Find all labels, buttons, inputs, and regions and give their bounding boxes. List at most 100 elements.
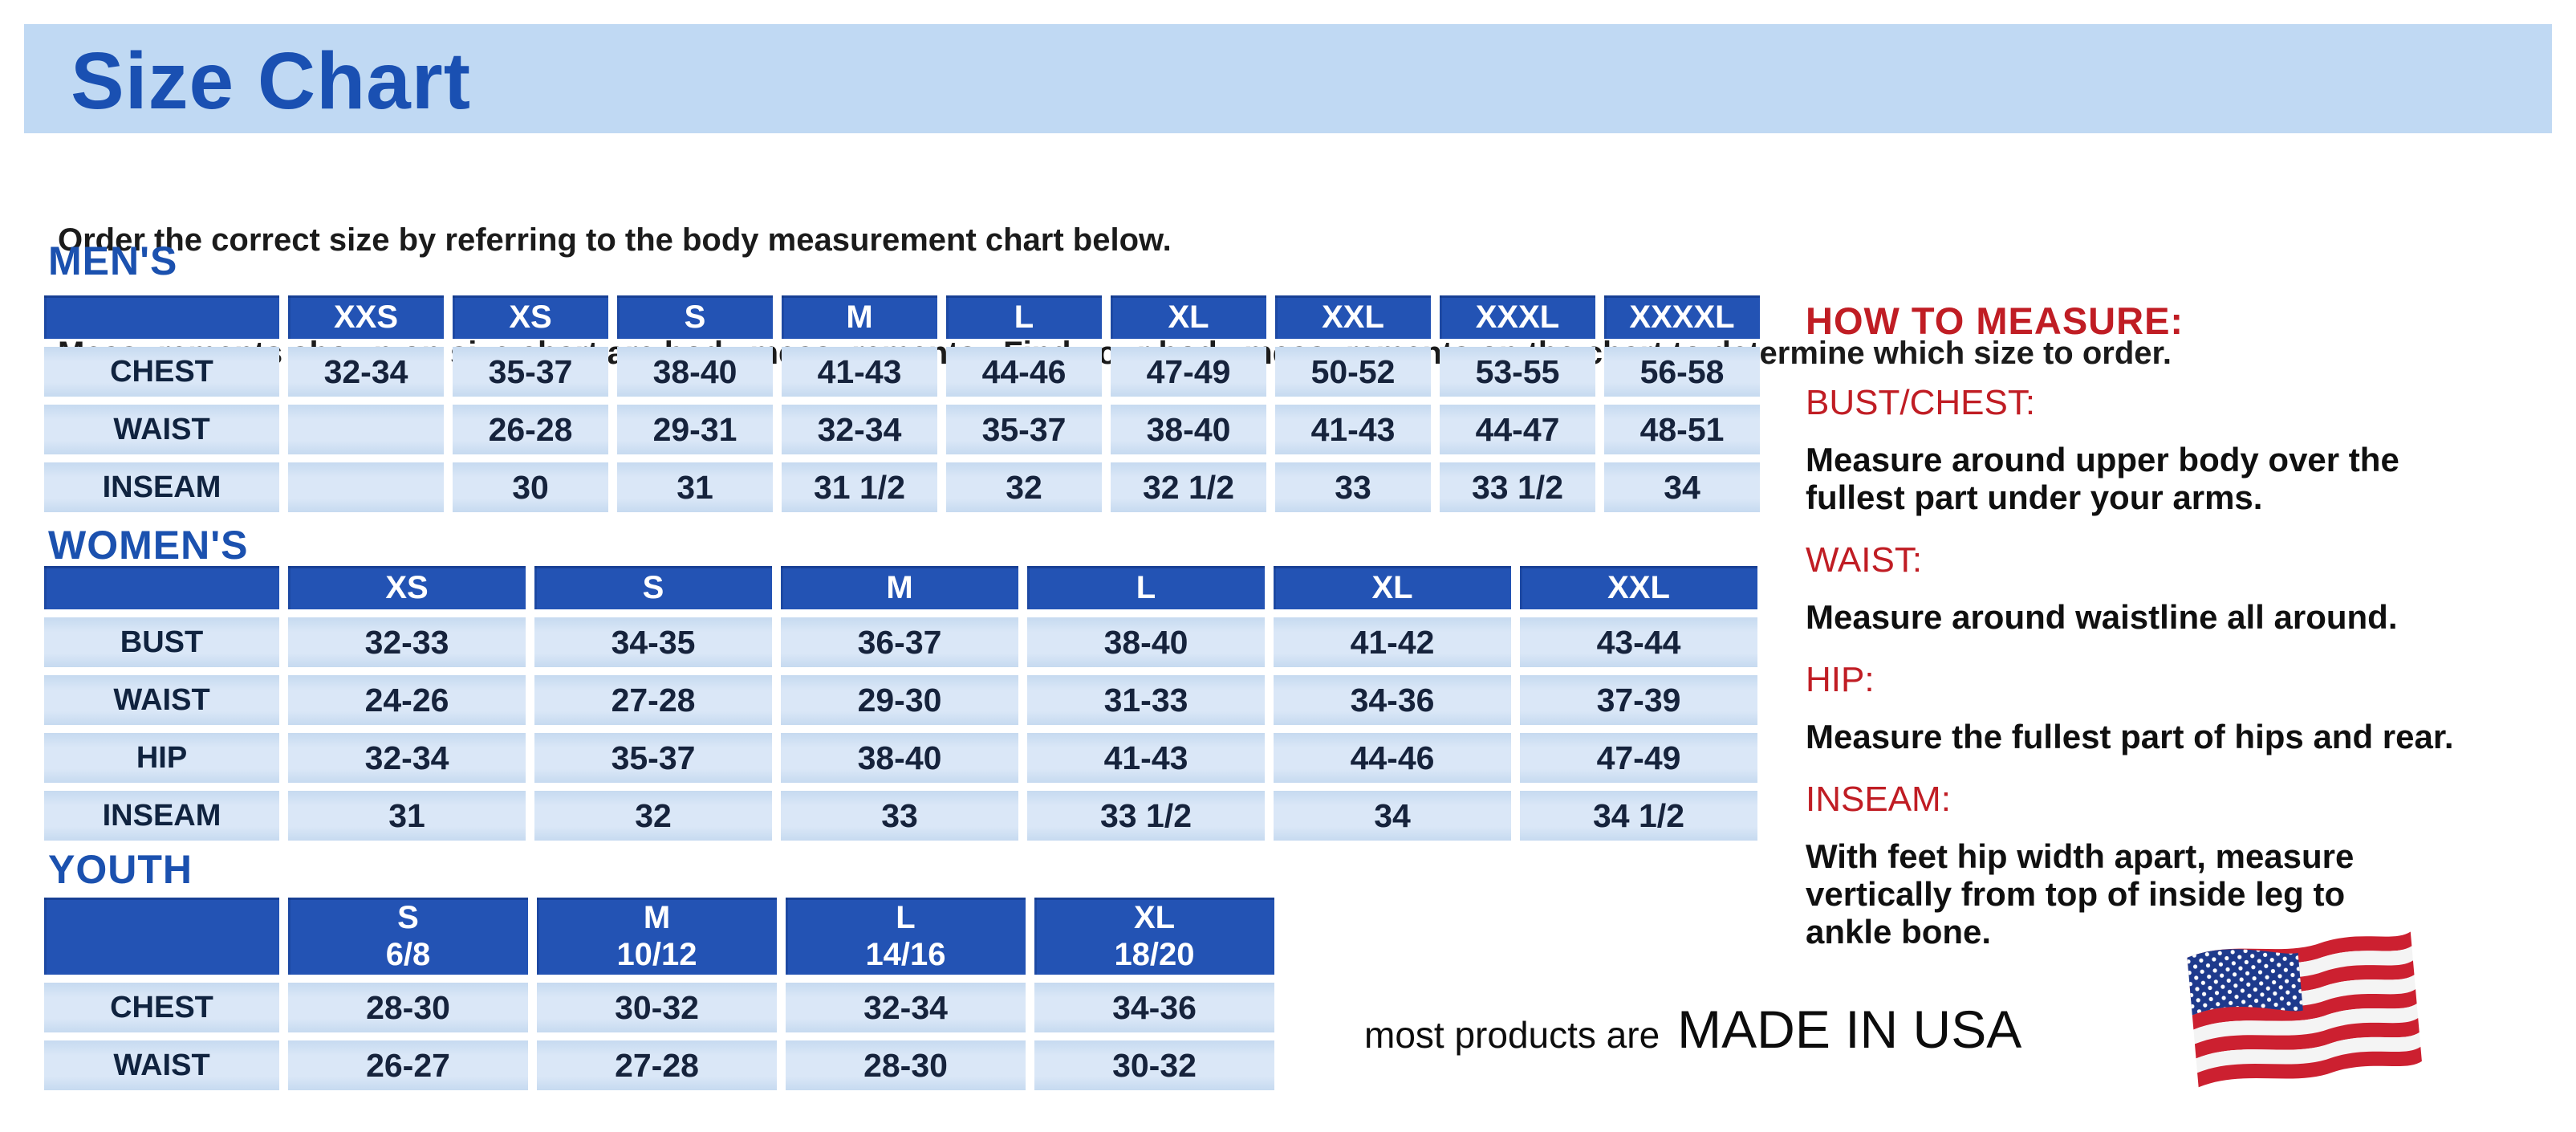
measure-label-waist: WAIST: <box>1806 540 1923 580</box>
made-in-usa-text: MADE IN USA <box>1677 1000 2022 1059</box>
size-value-cell: 32-34 <box>782 405 937 454</box>
size-value-cell: 29-30 <box>781 675 1018 725</box>
size-value-cell: 30-32 <box>537 983 777 1032</box>
size-column-header: XS <box>453 295 608 339</box>
size-value-cell: 41-43 <box>1275 405 1431 454</box>
size-value-cell: 31 <box>617 462 773 512</box>
size-value-cell: 53-55 <box>1440 347 1595 397</box>
size-column-header: XS <box>288 566 526 609</box>
size-value-cell: 38-40 <box>1111 405 1266 454</box>
size-value-cell: 31 <box>288 791 526 841</box>
size-value-cell: 30-32 <box>1034 1040 1274 1090</box>
size-value-cell <box>288 405 444 454</box>
size-column-header: XXXXL <box>1604 295 1760 339</box>
size-column-header: S <box>617 295 773 339</box>
size-value-cell: 50-52 <box>1275 347 1431 397</box>
size-value-cell: 32-34 <box>288 347 444 397</box>
size-value-cell: 27-28 <box>537 1040 777 1090</box>
made-in-usa-prefix: most products are <box>1364 1014 1660 1056</box>
corner-header-cell <box>44 898 279 975</box>
size-value-cell: 31 1/2 <box>782 462 937 512</box>
size-value-cell: 38-40 <box>1027 617 1265 667</box>
row-label-cell: BUST <box>44 617 279 667</box>
size-value-cell: 34 <box>1604 462 1760 512</box>
measure-label-hip: HIP: <box>1806 660 1875 699</box>
size-value-cell: 34 <box>1274 791 1511 841</box>
size-value-cell: 56-58 <box>1604 347 1760 397</box>
row-label-cell: WAIST <box>44 1040 279 1090</box>
measure-label-inseam: INSEAM: <box>1806 780 1951 819</box>
youth-section-heading: YOUTH <box>48 847 193 892</box>
youth-size-table: S 6/8 M 10/12 L 14/16 XL 18/20 CHEST 28-30 30-32 32… <box>44 898 1274 1090</box>
size-column-header: L <box>946 295 1102 339</box>
size-value-cell: 41-43 <box>782 347 937 397</box>
size-column-header: M 10/12 <box>537 898 777 975</box>
size-value-cell <box>288 462 444 512</box>
size-column-header: M <box>782 295 937 339</box>
size-value-cell: 32-34 <box>786 983 1026 1032</box>
size-column-header: L <box>1027 566 1265 609</box>
row-label-cell: WAIST <box>44 405 279 454</box>
intro-line-1: Order the correct size by referring to t… <box>58 222 1172 258</box>
corner-header-cell <box>44 295 279 339</box>
size-value-cell: 26-27 <box>288 1040 528 1090</box>
size-value-cell: 38-40 <box>781 733 1018 783</box>
size-value-cell: 35-37 <box>946 405 1102 454</box>
size-value-cell: 33 1/2 <box>1440 462 1595 512</box>
size-value-cell: 28-30 <box>288 983 528 1032</box>
size-value-cell: 34-35 <box>534 617 772 667</box>
page-title: Size Chart <box>71 36 472 126</box>
mens-section-heading: MEN'S <box>48 238 178 283</box>
row-label-cell: CHEST <box>44 347 279 397</box>
size-value-cell: 34-36 <box>1274 675 1511 725</box>
size-column-header: L 14/16 <box>786 898 1026 975</box>
measure-text-hip: Measure the fullest part of hips and rea… <box>1806 718 2454 755</box>
title-banner: Size Chart <box>24 24 2552 133</box>
size-value-cell: 33 <box>1275 462 1431 512</box>
size-value-cell: 24-26 <box>288 675 526 725</box>
row-label-cell: CHEST <box>44 983 279 1032</box>
womens-section-heading: WOMEN'S <box>48 523 249 568</box>
size-value-cell: 43-44 <box>1520 617 1757 667</box>
measure-label-bust-chest: BUST/CHEST: <box>1806 383 2036 422</box>
mens-size-table: XXS XS S M L XL XXL XXXL XXXXL CHEST 32-34 35-37 38-… <box>44 295 1760 512</box>
size-value-cell: 36-37 <box>781 617 1018 667</box>
size-column-header: S <box>534 566 772 609</box>
size-value-cell: 47-49 <box>1520 733 1757 783</box>
us-flag-icon <box>2186 931 2423 1088</box>
size-column-header: XL <box>1111 295 1266 339</box>
size-value-cell: 26-28 <box>453 405 608 454</box>
size-value-cell: 33 1/2 <box>1027 791 1265 841</box>
size-column-header: XXXL <box>1440 295 1595 339</box>
size-value-cell: 27-28 <box>534 675 772 725</box>
size-value-cell: 32-34 <box>288 733 526 783</box>
size-value-cell: 32 <box>946 462 1102 512</box>
size-column-header: XL <box>1274 566 1511 609</box>
how-to-measure-heading: HOW TO MEASURE: <box>1806 299 2184 342</box>
size-value-cell: 48-51 <box>1604 405 1760 454</box>
size-column-header: XXS <box>288 295 444 339</box>
size-value-cell: 35-37 <box>534 733 772 783</box>
size-value-cell: 44-46 <box>1274 733 1511 783</box>
corner-header-cell <box>44 566 279 609</box>
size-value-cell: 34 1/2 <box>1520 791 1757 841</box>
size-value-cell: 31-33 <box>1027 675 1265 725</box>
row-label-cell: HIP <box>44 733 279 783</box>
size-value-cell: 41-42 <box>1274 617 1511 667</box>
size-column-header: XXL <box>1520 566 1757 609</box>
size-value-cell: 47-49 <box>1111 347 1266 397</box>
row-label-cell: INSEAM <box>44 791 279 841</box>
size-column-header: XL 18/20 <box>1034 898 1274 975</box>
measure-text-inseam: With feet hip width apart, measure verti… <box>1806 837 2355 951</box>
womens-size-table: XS S M L XL XXL BUST 32-33 34-35 36-37 38-40 41-42 4… <box>44 566 1757 841</box>
how-to-measure-panel: HOW TO MEASURE: BUST/CHEST: Measure arou… <box>1806 299 2576 975</box>
size-value-cell: 44-47 <box>1440 405 1595 454</box>
size-column-header: S 6/8 <box>288 898 528 975</box>
size-value-cell: 32 <box>534 791 772 841</box>
made-in-usa-line: most products are MADE IN USA <box>1364 999 2021 1060</box>
size-column-header: XXL <box>1275 295 1431 339</box>
size-value-cell: 44-46 <box>946 347 1102 397</box>
size-value-cell: 33 <box>781 791 1018 841</box>
size-value-cell: 32-33 <box>288 617 526 667</box>
